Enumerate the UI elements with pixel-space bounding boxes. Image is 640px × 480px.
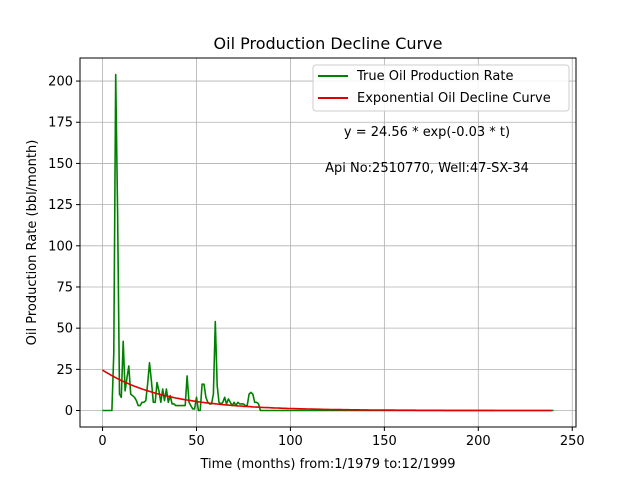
x-tick-label: 250	[560, 434, 585, 449]
x-tick-label: 100	[278, 434, 303, 449]
legend-label-exponential: Exponential Oil Decline Curve	[357, 91, 551, 106]
y-tick-label: 50	[56, 322, 73, 337]
axis-ticks: 0 50 100 150 200 250 0 25 50 75 100 125 150 175 200	[48, 75, 584, 449]
y-tick-label: 100	[48, 239, 73, 254]
x-tick-label: 200	[466, 434, 491, 449]
x-axis-label: Time (months) from:1/1979 to:12/1999	[199, 457, 455, 472]
y-tick-label: 0	[65, 404, 73, 419]
legend: True Oil Production Rate Exponential Oil…	[312, 64, 570, 112]
y-tick-label: 175	[48, 116, 73, 131]
y-tick-label: 75	[56, 280, 73, 295]
series-true-rate-line	[102, 73, 554, 412]
plot-background	[80, 58, 576, 427]
chart-title: Oil Production Decline Curve	[214, 34, 443, 53]
series-layer	[102, 73, 554, 412]
series-exponential-line	[102, 369, 552, 412]
y-axis-label: Oil Production Rate (bbl/month)	[25, 140, 40, 346]
x-tick-label: 50	[188, 434, 205, 449]
legend-box	[312, 64, 570, 112]
y-tick-label: 200	[48, 75, 73, 90]
legend-label-true-rate: True Oil Production Rate	[356, 69, 513, 84]
y-tick-label: 125	[48, 198, 73, 213]
x-tick-label: 0	[98, 434, 106, 449]
equation-annotation: y = 24.56 * exp(-0.03 * t)	[344, 125, 510, 140]
y-tick-label: 150	[48, 157, 73, 172]
x-tick-label: 150	[372, 434, 397, 449]
grid	[80, 58, 576, 427]
y-tick-label: 25	[56, 363, 73, 378]
well-annotation: Api No:2510770, Well:47-SX-34	[325, 161, 529, 176]
plot-frame	[79, 57, 577, 428]
